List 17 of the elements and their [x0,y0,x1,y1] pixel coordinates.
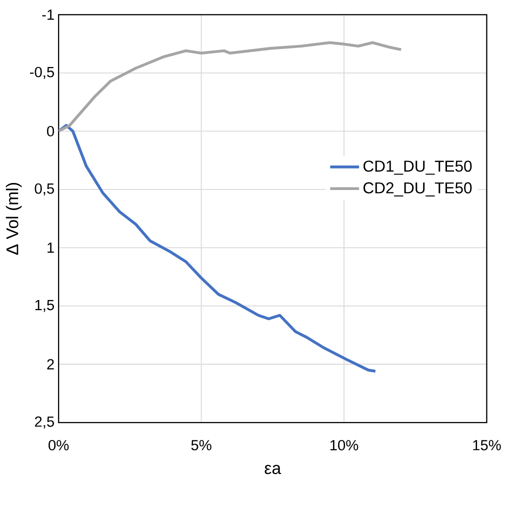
y-tick-label: 2,5 [34,416,54,429]
legend-label: CD1_DU_TE50 [364,160,472,175]
y-tick-label: -1 [42,10,54,20]
x-axis-title: εa [264,464,282,474]
y-tick-label: 0 [47,126,54,136]
y-tick-label: 0,5 [34,183,54,196]
x-tick-label: 5% [191,440,212,450]
y-tick-label: 1 [48,242,54,253]
y-axis-title: Δ Vol (ml) [6,183,22,255]
y-tick-label: -0,5 [30,66,54,79]
y-tick-label: 2 [47,359,54,370]
x-tick-label: 0% [48,440,69,450]
line-series [58,41,403,133]
x-tick-label: 15% [473,440,501,450]
y-tick-label: 1,5 [35,300,54,312]
legend-label: CD2_DU_TE50 [364,182,472,196]
x-tick-label: 10% [330,440,358,450]
